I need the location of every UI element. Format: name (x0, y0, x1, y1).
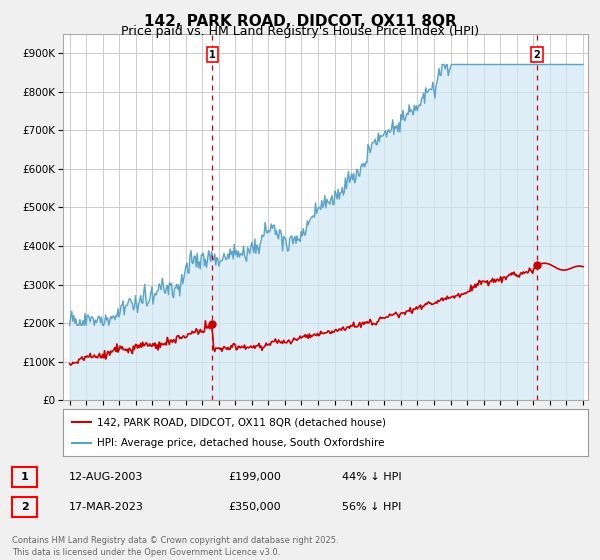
Text: HPI: Average price, detached house, South Oxfordshire: HPI: Average price, detached house, Sout… (97, 438, 385, 448)
Text: £199,000: £199,000 (228, 472, 281, 482)
Text: Contains HM Land Registry data © Crown copyright and database right 2025.
This d: Contains HM Land Registry data © Crown c… (12, 536, 338, 557)
Text: 1: 1 (209, 50, 216, 60)
Text: Price paid vs. HM Land Registry's House Price Index (HPI): Price paid vs. HM Land Registry's House … (121, 25, 479, 38)
Text: 142, PARK ROAD, DIDCOT, OX11 8QR (detached house): 142, PARK ROAD, DIDCOT, OX11 8QR (detach… (97, 417, 386, 427)
Text: £350,000: £350,000 (228, 502, 281, 512)
Text: 12-AUG-2003: 12-AUG-2003 (69, 472, 143, 482)
Text: 2: 2 (533, 50, 540, 60)
Text: 2: 2 (21, 502, 28, 512)
Text: 17-MAR-2023: 17-MAR-2023 (69, 502, 144, 512)
Text: 142, PARK ROAD, DIDCOT, OX11 8QR: 142, PARK ROAD, DIDCOT, OX11 8QR (143, 14, 457, 29)
Text: 1: 1 (21, 472, 28, 482)
Text: 44% ↓ HPI: 44% ↓ HPI (342, 472, 401, 482)
Text: 56% ↓ HPI: 56% ↓ HPI (342, 502, 401, 512)
